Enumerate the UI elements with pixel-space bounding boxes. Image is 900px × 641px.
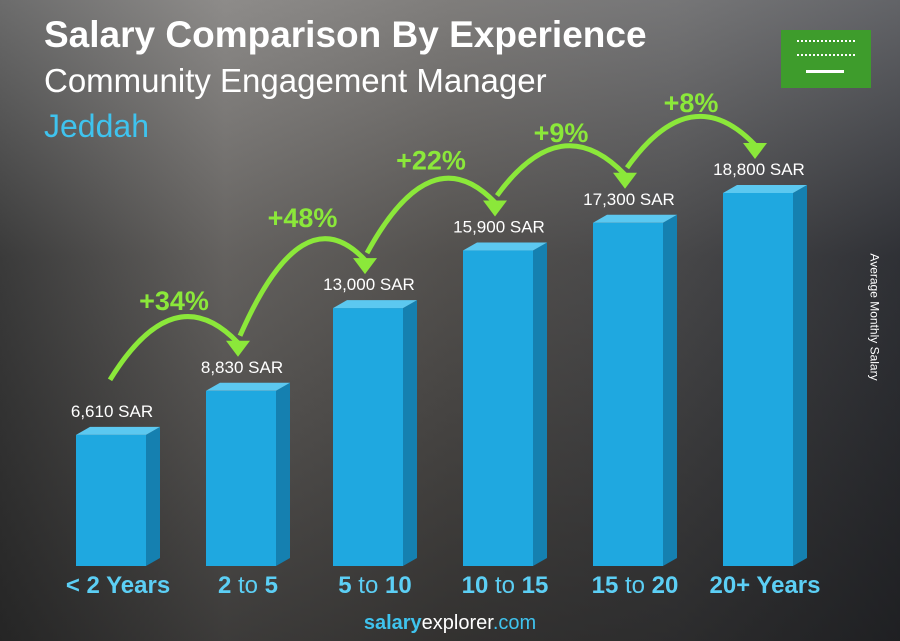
brand-salary: salary xyxy=(363,612,422,634)
value-label: 6,610 SAR xyxy=(71,402,153,421)
value-label: 15,900 SAR xyxy=(453,218,545,237)
arrow-head xyxy=(226,340,250,357)
brand-explorer: explorer xyxy=(421,612,493,634)
brand-tld: .com xyxy=(492,612,537,634)
change-label: +48% xyxy=(268,203,338,233)
bar xyxy=(206,390,276,566)
change-arrow xyxy=(107,314,240,382)
change-arrow xyxy=(494,143,627,198)
value-label: 8,830 SAR xyxy=(201,358,283,377)
change-label: +8% xyxy=(664,88,719,118)
bar xyxy=(593,222,663,567)
bar-top xyxy=(463,242,547,251)
value-label: 18,800 SAR xyxy=(713,160,805,179)
change-label: +34% xyxy=(139,286,209,316)
x-tick-label: 5 to 10 xyxy=(338,572,411,599)
bar-top xyxy=(723,185,807,193)
x-tick-label: 10 to 15 xyxy=(462,572,549,599)
bar-side xyxy=(276,382,290,566)
x-tick-label: < 2 Years xyxy=(66,572,170,599)
arrow-head xyxy=(743,143,767,159)
value-label: 17,300 SAR xyxy=(583,190,675,209)
bar xyxy=(723,193,793,566)
bar-side xyxy=(793,185,807,566)
change-arrow xyxy=(624,113,757,170)
bar-side xyxy=(146,426,160,566)
bar-top xyxy=(593,214,677,223)
bar xyxy=(76,434,146,566)
change-arrow xyxy=(364,175,497,255)
city-name: Jeddah xyxy=(44,108,149,144)
bar-side xyxy=(403,300,417,566)
footer-brand[interactable]: salaryexplorer.com xyxy=(0,612,900,635)
value-label: 13,000 SAR xyxy=(323,275,415,294)
arrow-head xyxy=(613,172,637,189)
bar-side xyxy=(533,242,547,566)
chart-title: Salary Comparison By Experience xyxy=(44,14,647,55)
x-tick-label: 20+ Years xyxy=(709,572,820,599)
saudi-flag-icon xyxy=(781,30,871,88)
x-tick-label: 15 to 20 xyxy=(592,572,679,599)
bar xyxy=(333,308,403,566)
bar-top xyxy=(206,382,290,391)
change-label: +22% xyxy=(396,146,466,176)
arrow-head xyxy=(353,258,377,275)
arrow-head xyxy=(483,200,507,217)
bar xyxy=(463,250,533,566)
change-arrow xyxy=(237,236,367,337)
job-title: Community Engagement Manager xyxy=(44,62,547,99)
x-tick-label: 2 to 5 xyxy=(218,572,278,599)
bar-top xyxy=(333,300,417,309)
bar-side xyxy=(663,214,677,567)
change-label: +9% xyxy=(534,118,589,148)
bar-top xyxy=(76,426,160,435)
